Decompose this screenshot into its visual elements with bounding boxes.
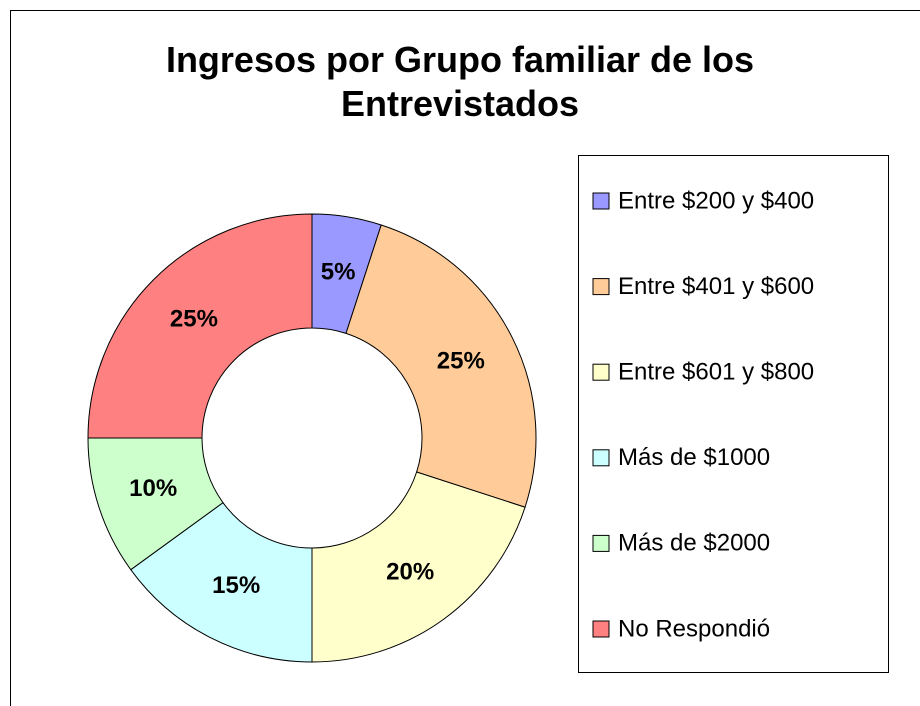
donut-slice — [130, 501, 313, 663]
data-label: 15% — [212, 572, 260, 599]
legend-label: Entre $200 y $400 — [618, 187, 814, 214]
data-label: 10% — [129, 475, 177, 502]
data-label: 25% — [437, 348, 485, 375]
legend-box — [578, 155, 889, 673]
legend-swatch — [592, 620, 610, 638]
data-label: 20% — [386, 558, 434, 585]
legend-label: Entre $601 y $800 — [618, 359, 814, 386]
chart-title: Ingresos por Grupo familiar de los Entre… — [165, 39, 755, 124]
legend-swatch — [592, 363, 610, 381]
data-label: 25% — [170, 305, 218, 332]
legend-swatch — [592, 278, 610, 296]
legend-swatch — [592, 534, 610, 552]
data-label: 5% — [321, 258, 356, 285]
donut-slice — [311, 471, 526, 663]
legend-label: No Respondió — [618, 615, 770, 642]
legend-label: Más de $2000 — [618, 530, 770, 557]
legend-label: Más de $1000 — [618, 444, 770, 471]
donut-slice — [345, 224, 537, 508]
legend-label: Entre $401 y $600 — [618, 273, 814, 300]
legend-swatch — [592, 449, 610, 467]
legend-swatch — [592, 192, 610, 210]
donut-slice — [87, 213, 313, 439]
